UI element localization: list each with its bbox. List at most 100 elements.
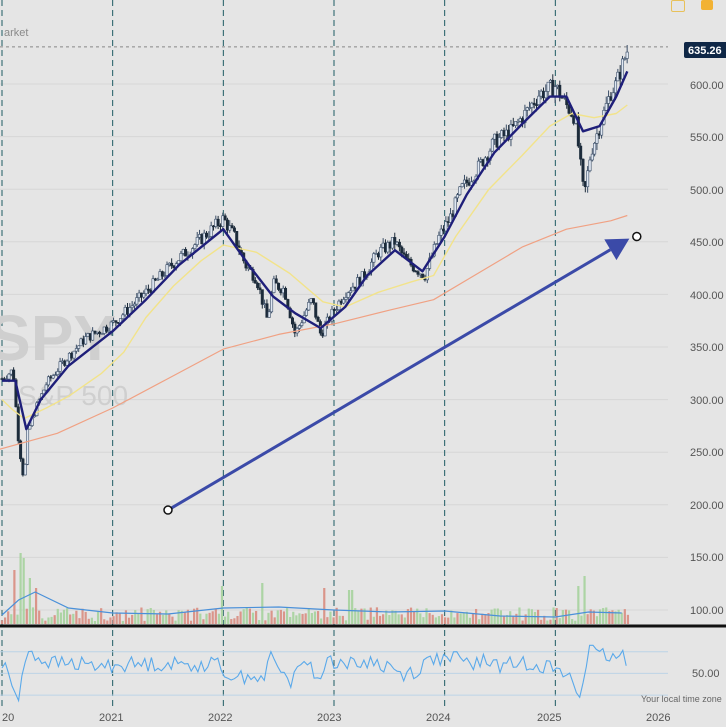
- volume-bar: [264, 620, 267, 624]
- volume-bar: [171, 616, 174, 624]
- volume-bar: [592, 610, 595, 624]
- volume-bar: [50, 616, 53, 624]
- candle-body: [525, 107, 529, 111]
- volume-bar: [468, 617, 471, 624]
- crosshair-icon[interactable]: [671, 0, 685, 12]
- candle-body: [297, 325, 301, 329]
- candle-body: [156, 279, 160, 281]
- volume-bar: [512, 616, 515, 624]
- candle-body: [216, 218, 220, 226]
- candle-body: [132, 303, 136, 307]
- volume-bar: [168, 614, 171, 624]
- candle-body: [221, 215, 225, 227]
- volume-bar: [347, 590, 351, 624]
- volume-bar: [341, 615, 344, 624]
- candle-body: [379, 247, 383, 258]
- candle-body: [23, 464, 27, 476]
- time-tick: 20: [2, 712, 14, 724]
- volume-layer: [0, 553, 630, 624]
- trend-arrow-layer: [163, 231, 642, 515]
- candle-body: [74, 348, 78, 352]
- volume-bar: [456, 613, 459, 624]
- volume-bar: [183, 612, 186, 624]
- volume-bar: [558, 618, 561, 624]
- volume-bar: [521, 620, 524, 624]
- volume-bar: [422, 617, 425, 624]
- volume-bar: [307, 608, 310, 624]
- candle-body: [98, 331, 102, 335]
- moving-averages-layer: [0, 70, 629, 450]
- volume-bar: [406, 609, 410, 624]
- volume-bar: [518, 607, 521, 624]
- volume-bar: [549, 619, 552, 624]
- volume-bar: [220, 586, 224, 624]
- time-tick: 2024: [426, 712, 450, 724]
- volume-bar: [279, 609, 282, 624]
- volume-bar: [372, 616, 375, 624]
- candle-body: [230, 225, 234, 229]
- volume-bar: [81, 608, 84, 624]
- candle-body: [84, 336, 88, 345]
- candle-body: [165, 264, 169, 276]
- volume-bar: [555, 608, 558, 624]
- candle-body: [416, 271, 420, 275]
- volume-bar: [245, 607, 248, 624]
- volume-bar: [65, 608, 69, 624]
- candle-body: [397, 241, 401, 248]
- settings-icon[interactable]: [701, 0, 713, 10]
- volume-bar: [326, 617, 329, 624]
- price-tick: 600.00: [690, 80, 724, 92]
- volume-bar: [363, 608, 366, 624]
- volume-bar: [217, 613, 221, 624]
- candle-body: [235, 231, 239, 247]
- candle-body: [316, 316, 320, 322]
- volume-bar: [258, 620, 261, 624]
- volume-bar: [502, 615, 506, 624]
- volume-bar: [261, 583, 264, 624]
- volume-bar: [93, 620, 97, 624]
- candle-body: [184, 249, 188, 257]
- volume-bar: [369, 607, 372, 624]
- candle-body: [7, 373, 11, 380]
- candle-body: [372, 253, 376, 263]
- volume-bar: [509, 611, 512, 624]
- candle-body: [460, 183, 464, 188]
- volume-bar: [146, 609, 149, 624]
- candle-body: [277, 282, 281, 290]
- timezone-note: Your local time zone: [641, 694, 722, 704]
- volume-bar: [474, 608, 478, 624]
- candle-body: [300, 322, 304, 326]
- volume-bar: [165, 610, 168, 624]
- volume-bar: [382, 614, 385, 624]
- volume-bar: [273, 617, 276, 624]
- candle-body: [516, 121, 520, 123]
- volume-bar: [571, 619, 574, 624]
- price-tick: 500.00: [690, 185, 724, 197]
- candle-body: [26, 428, 30, 465]
- candle-body: [576, 116, 580, 147]
- candle-body: [307, 302, 311, 311]
- volume-bar: [583, 576, 586, 624]
- ema-fast-line: [2, 70, 629, 431]
- volume-bar: [186, 609, 190, 624]
- candle-body: [595, 133, 599, 144]
- volume-bar: [388, 615, 391, 624]
- volume-bar: [419, 613, 422, 624]
- candle-body: [625, 51, 629, 59]
- volume-bar: [577, 586, 580, 624]
- candle-body: [439, 228, 443, 236]
- volume-bar: [69, 614, 72, 624]
- trend-arrow-line: [167, 248, 612, 512]
- candle-body: [314, 302, 318, 318]
- price-tick: 200.00: [690, 500, 724, 512]
- volume-bar: [462, 612, 465, 624]
- volume-bar: [44, 620, 47, 624]
- volume-bar: [316, 611, 320, 624]
- name-watermark: S&P 500: [18, 380, 128, 411]
- volume-bar: [96, 611, 100, 624]
- candle-body: [12, 369, 16, 381]
- volume-bar: [236, 615, 239, 624]
- volume-bar: [196, 607, 199, 624]
